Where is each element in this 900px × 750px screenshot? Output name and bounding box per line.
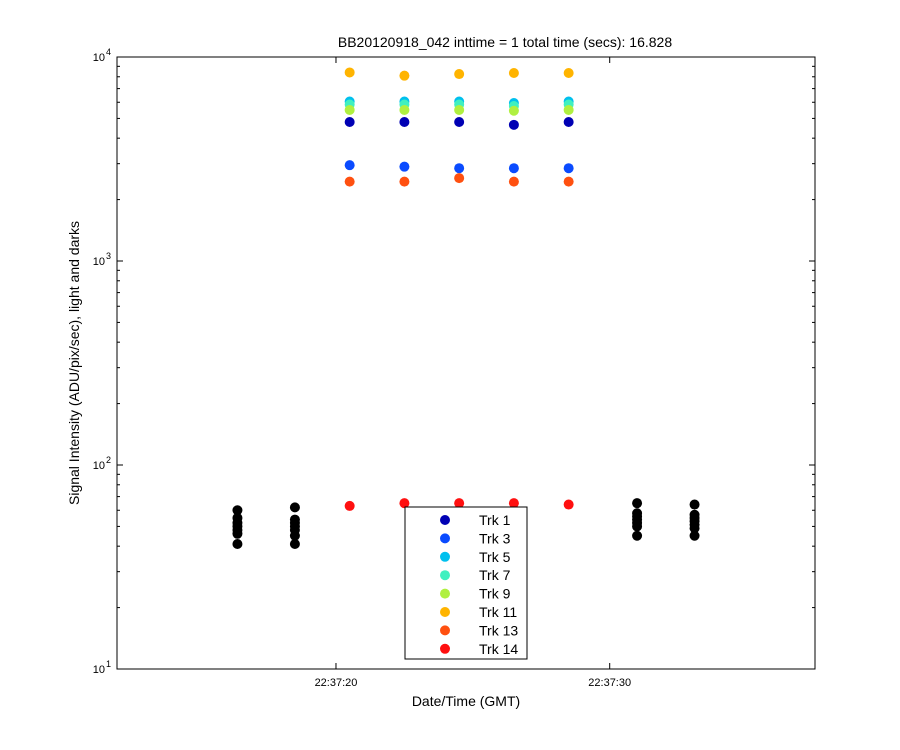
point-trk-11: [344, 67, 355, 78]
legend-label: Trk 11: [479, 604, 517, 620]
dark-point: [289, 514, 300, 525]
dark-point: [689, 530, 700, 541]
point-trk-13: [344, 176, 355, 187]
data-points: [232, 67, 700, 549]
legend-label: Trk 5: [479, 549, 511, 565]
point-trk-14: [508, 498, 519, 509]
dark-point: [632, 530, 643, 541]
legend-label: Trk 7: [479, 567, 511, 583]
point-trk-14: [399, 498, 410, 509]
y-tick-exponent: 1: [106, 659, 111, 669]
y-tick-label: 10: [93, 52, 105, 64]
point-trk-9: [508, 105, 519, 116]
point-trk-14: [563, 499, 574, 510]
legend-label: Trk 1: [479, 512, 511, 528]
y-tick-exponent: 2: [106, 455, 111, 465]
dark-point: [289, 538, 300, 549]
legend-marker: [440, 551, 450, 562]
legend-marker: [440, 625, 450, 636]
x-tick-label: 22:37:30: [588, 677, 631, 689]
dark-point: [689, 509, 700, 520]
point-trk-3: [508, 163, 519, 174]
point-trk-11: [508, 67, 519, 78]
point-trk-14: [454, 498, 465, 509]
point-trk-1: [344, 117, 355, 128]
legend-marker: [440, 570, 450, 581]
point-trk-3: [344, 160, 355, 171]
point-trk-13: [508, 176, 519, 187]
legend-label: Trk 9: [479, 586, 511, 602]
dark-point: [232, 505, 243, 516]
point-trk-11: [563, 67, 574, 78]
point-trk-1: [399, 117, 410, 128]
legend-label: Trk 3: [479, 530, 511, 546]
y-tick-label: 10: [93, 460, 105, 472]
y-axis-label: Signal Intensity (ADU/pix/sec), light an…: [66, 221, 82, 505]
legend-marker: [440, 515, 450, 525]
y-tick-label: 10: [93, 256, 105, 268]
point-trk-11: [454, 69, 465, 80]
point-trk-3: [399, 161, 410, 172]
legend-marker: [440, 643, 450, 654]
y-tick-label: 10: [93, 664, 105, 676]
legend-marker: [440, 533, 450, 544]
point-trk-13: [563, 176, 574, 187]
point-trk-9: [399, 104, 410, 115]
point-trk-13: [454, 173, 465, 184]
legend-label: Trk 13: [479, 622, 518, 638]
point-trk-13: [399, 176, 410, 187]
dark-point: [232, 512, 243, 523]
dark-point: [689, 499, 700, 510]
point-trk-1: [454, 117, 465, 128]
point-trk-9: [454, 104, 465, 115]
dark-point: [232, 538, 243, 549]
point-trk-11: [399, 70, 410, 81]
y-tick-exponent: 3: [106, 251, 111, 261]
legend-marker: [440, 588, 450, 599]
legend-box: [404, 506, 528, 660]
point-trk-9: [563, 104, 574, 115]
point-trk-3: [454, 163, 465, 174]
x-tick-label: 22:37:20: [315, 677, 358, 689]
legend: Trk 1 Trk 3 Trk 5 Trk 7 Trk 9 Trk 11 Trk 13 Trk…: [404, 506, 528, 660]
dark-point: [632, 508, 643, 519]
x-axis-label: Date/Time (GMT): [412, 693, 520, 709]
dark-point: [289, 502, 300, 513]
point-trk-1: [563, 117, 574, 128]
point-trk-3: [563, 163, 574, 174]
legend-marker: [440, 607, 450, 617]
chart-title: BB20120918_042 inttime = 1 total time (s…: [338, 34, 672, 50]
point-trk-14: [344, 500, 355, 511]
legend-label: Trk 14: [479, 641, 518, 657]
y-tick-exponent: 4: [106, 47, 111, 57]
point-trk-9: [344, 104, 355, 115]
dark-point: [632, 498, 643, 509]
point-trk-1: [508, 119, 519, 130]
